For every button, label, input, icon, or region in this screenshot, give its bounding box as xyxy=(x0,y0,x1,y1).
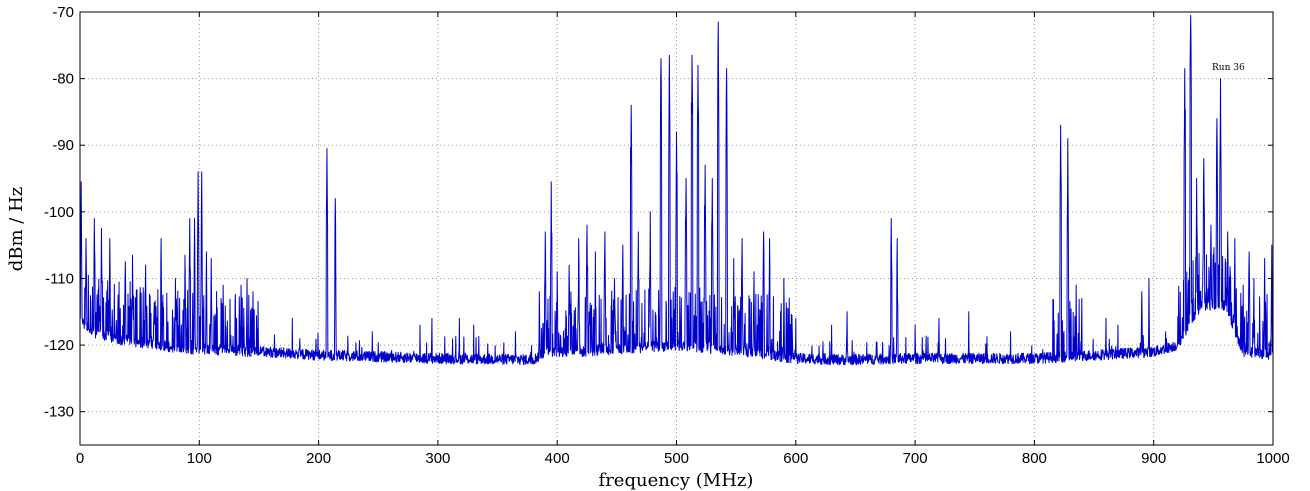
x-tick-label: 0 xyxy=(76,450,84,467)
y-axis-title: dBm / Hz xyxy=(6,187,27,272)
x-tick-label: 600 xyxy=(783,450,808,467)
y-tick-label: -120 xyxy=(44,337,74,354)
x-axis-title: frequency (MHz) xyxy=(599,470,754,491)
x-tick-label: 900 xyxy=(1141,450,1166,467)
y-axis-ticks: -130 -120 -110 -100 -90 -80 -70 xyxy=(44,4,1273,421)
run-annotation: Run 36 xyxy=(1212,63,1245,73)
x-tick-label: 800 xyxy=(1022,450,1047,467)
y-tick-label: -70 xyxy=(52,4,74,21)
x-tick-label: 400 xyxy=(545,450,570,467)
series-group xyxy=(79,14,1274,366)
x-tick-label: 200 xyxy=(306,450,331,467)
x-axis-ticks: 0 100 200 300 400 500 600 700 800 900 1000 xyxy=(76,12,1290,467)
y-tick-label: -100 xyxy=(44,204,74,221)
x-tick-label: 500 xyxy=(664,450,689,467)
y-tick-label: -130 xyxy=(44,404,74,421)
x-tick-label: 300 xyxy=(425,450,450,467)
x-tick-label: 100 xyxy=(187,450,212,467)
y-tick-label: -90 xyxy=(52,137,74,154)
spectrum-series-line xyxy=(79,14,1274,366)
y-tick-label: -80 xyxy=(52,71,74,88)
x-tick-label: 700 xyxy=(903,450,928,467)
x-tick-label: 1000 xyxy=(1256,450,1289,467)
y-tick-label: -110 xyxy=(45,270,74,287)
